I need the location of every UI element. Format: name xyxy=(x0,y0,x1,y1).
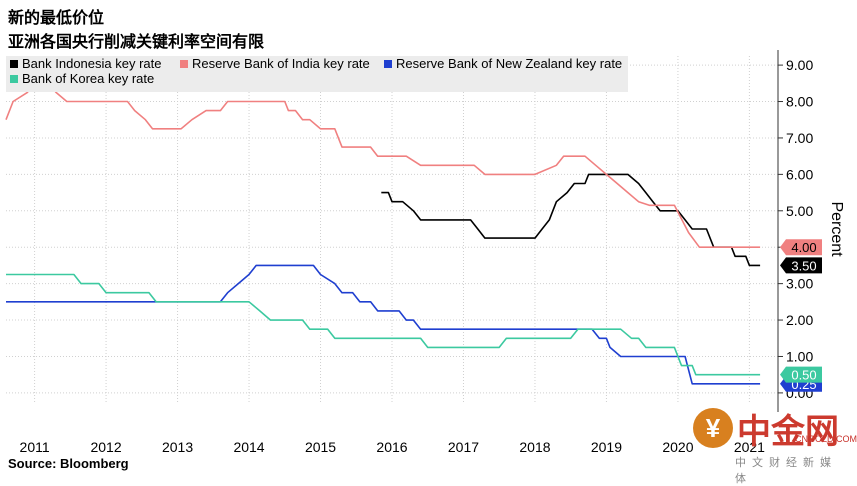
end-value-tag xyxy=(780,366,822,383)
legend-item: Reserve Bank of India key rate xyxy=(192,56,370,71)
legend-swatch xyxy=(384,60,392,68)
x-tick-label: 2012 xyxy=(90,439,121,455)
series-line xyxy=(5,82,761,248)
y-tick-label: 1.00 xyxy=(786,348,813,364)
x-tick-label: 2017 xyxy=(448,439,479,455)
x-tick-label: 2011 xyxy=(20,439,50,455)
end-value-label: 4.00 xyxy=(791,240,816,255)
x-tick-label: 2013 xyxy=(162,439,193,455)
end-value-label: 0.50 xyxy=(791,368,816,383)
legend-swatch xyxy=(10,60,18,68)
legend-swatch xyxy=(180,60,188,68)
watermark-logo: ¥ 中金网 CNGOLD.COM 中文财经新媒体 xyxy=(693,404,857,485)
legend-item: Bank Indonesia key rate xyxy=(22,56,161,71)
series-line xyxy=(381,173,761,267)
chart-title: 新的最低价位 xyxy=(8,8,105,27)
legend-panel xyxy=(6,56,628,92)
x-tick-label: 2018 xyxy=(519,439,550,455)
chart-subtitle: 亚洲各国央行削减关键利率空间有限 xyxy=(8,32,265,51)
y-axis-title: Percent xyxy=(828,201,845,257)
source-note: Source: Bloomberg xyxy=(8,456,129,471)
y-tick-label: 8.00 xyxy=(786,94,813,110)
x-tick-label: 2014 xyxy=(233,439,264,455)
watermark-name: 中金网 xyxy=(737,412,839,452)
watermark-url: CNGOLD.COM xyxy=(795,434,857,444)
end-value-tag xyxy=(780,239,822,256)
y-tick-label: 2.00 xyxy=(786,312,813,328)
coin-icon: ¥ xyxy=(693,408,733,448)
y-tick-label: 9.00 xyxy=(786,57,813,73)
y-tick-label: 7.00 xyxy=(786,130,813,146)
end-value-tag xyxy=(780,257,822,274)
line-chart: 0.001.002.003.004.005.006.007.008.009.00… xyxy=(5,50,845,455)
x-tick-label: 2020 xyxy=(662,439,693,455)
x-tick-label: 2019 xyxy=(591,439,622,455)
legend-item: Bank of Korea key rate xyxy=(22,71,154,86)
end-value-label: 3.50 xyxy=(791,258,816,273)
y-tick-label: 3.00 xyxy=(786,276,813,292)
x-tick-label: 2015 xyxy=(305,439,336,455)
y-tick-label: 6.00 xyxy=(786,166,813,182)
series-line xyxy=(6,264,761,385)
y-tick-label: 5.00 xyxy=(786,203,813,219)
watermark-tagline: 中文财经新媒体 xyxy=(735,456,837,485)
x-tick-label: 2016 xyxy=(376,439,407,455)
series-line xyxy=(6,273,761,376)
legend-item: Reserve Bank of New Zealand key rate xyxy=(396,56,622,71)
legend-swatch xyxy=(10,75,18,83)
x-tick-label: 2021 xyxy=(734,439,765,455)
